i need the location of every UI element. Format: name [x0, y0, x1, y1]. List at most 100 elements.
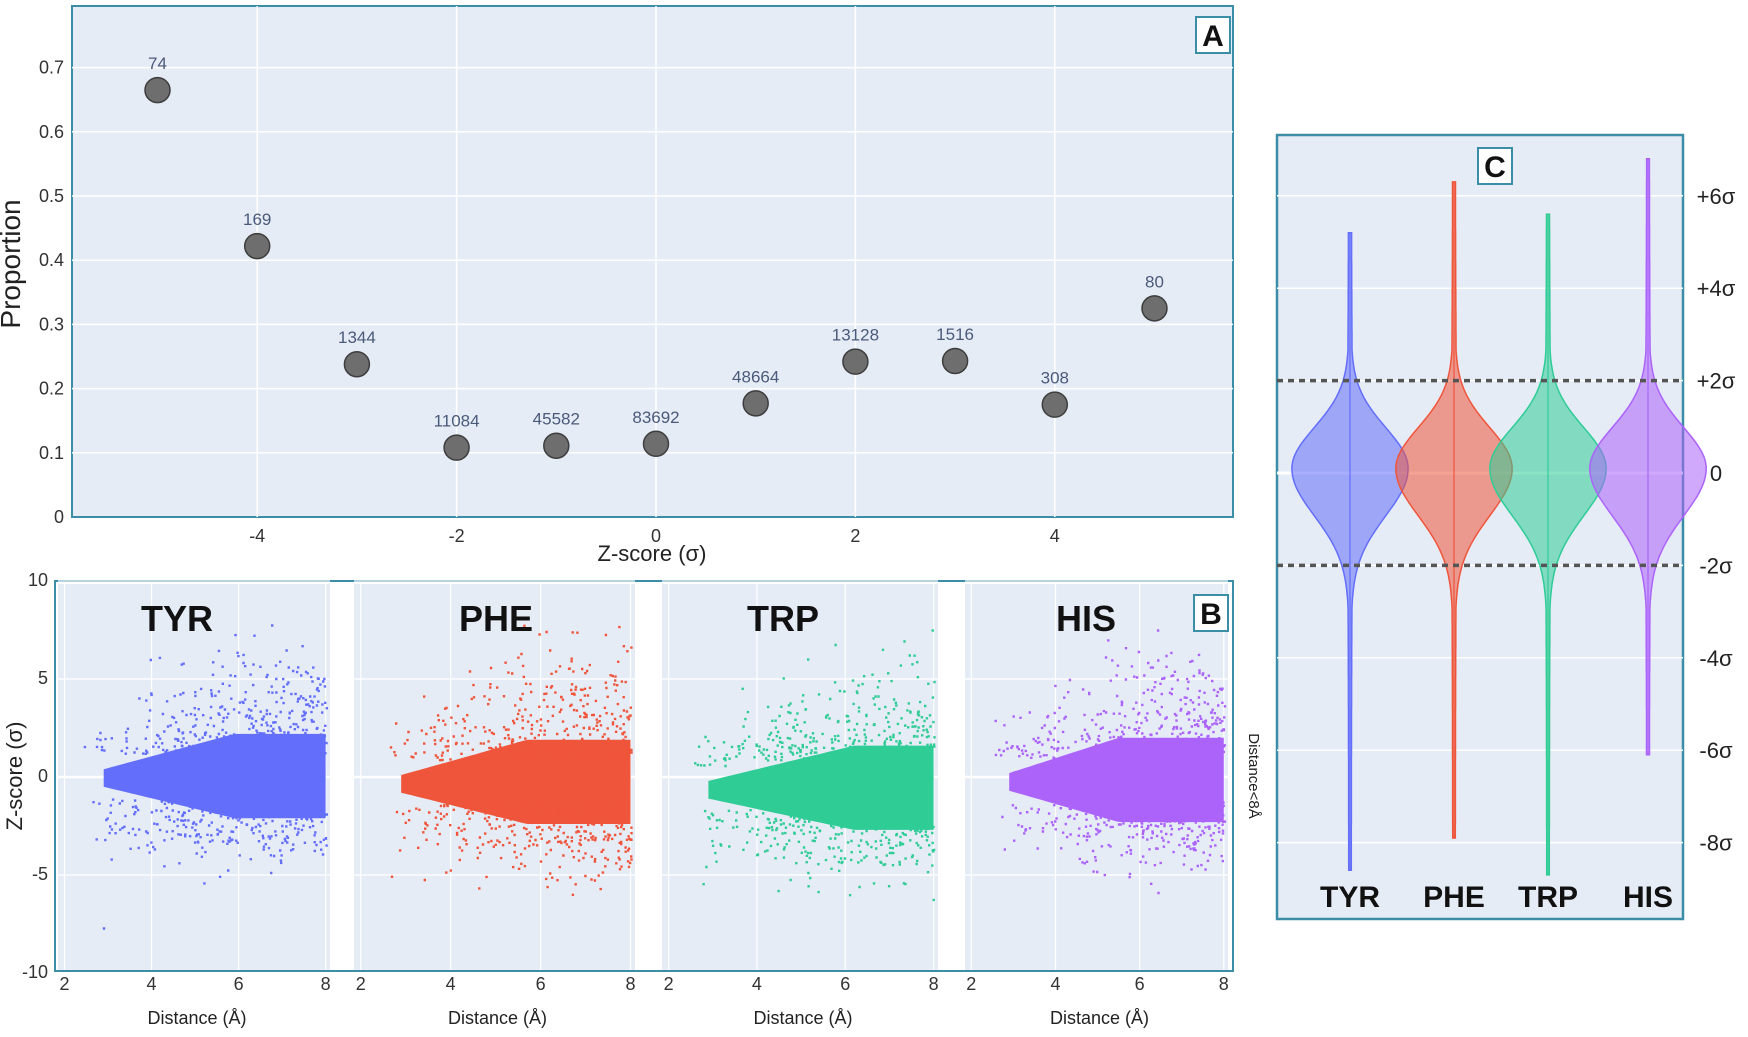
panel-a-y-tick-label: 0.4 — [39, 250, 64, 270]
panel-b-x-axis-title: Distance (Å) — [147, 1008, 246, 1028]
panel-c: +6σ +4σ +2σ 0 -2σ -4σ -6σ -8σ TYR PHE TRP HIS C — [1275, 133, 1736, 921]
panel-a-x-ticks: -4 -2 0 2 4 — [249, 526, 1060, 546]
panel-a: 0 0.1 0.2 0.3 0.4 0.5 0.6 0.7 -4 -2 0 2 4 74 169 1344… — [0, 5, 1234, 566]
panel-b-y-ticks: -10 -5 0 5 10 — [22, 570, 48, 982]
panel-b-subplots: 2 4 6 8 Distance (Å) TYR 2 4 6 8 Distance (Å) PHE 2 4… — [58, 580, 1229, 1028]
panel-b-x-tick-label: 2 — [356, 974, 366, 994]
panel-b-letter: B — [1200, 598, 1222, 631]
panel-c-category-label: HIS — [1623, 881, 1673, 914]
panel-b-x-tick-label: 4 — [446, 974, 456, 994]
panel-a-x-tick-label: 0 — [651, 526, 661, 546]
panel-a-point — [941, 347, 969, 375]
panel-b-y-tick-label: -5 — [32, 864, 48, 884]
panel-c-letter: C — [1484, 151, 1506, 184]
panel-b-residue-name: TRP — [747, 598, 819, 639]
panel-b-residue-name: PHE — [459, 598, 533, 639]
panel-b-x-tick-label: 8 — [1219, 974, 1229, 994]
panel-c-violin — [1395, 181, 1513, 839]
panel-b-x-tick-label: 2 — [60, 974, 70, 994]
panel-b-x-tick-label: 8 — [321, 974, 331, 994]
panel-a-point-label: 1344 — [338, 328, 376, 347]
panel-a-point-label: 48664 — [732, 367, 779, 386]
panel-a-point — [742, 390, 769, 417]
panel-b-x-tick-label: 2 — [966, 974, 976, 994]
panel-b-x-tick-label: 8 — [625, 974, 635, 994]
panel-c-violins — [1291, 158, 1707, 876]
panel-c-category-label: TRP — [1518, 881, 1578, 914]
panel-b-y-tick-label: 10 — [28, 570, 48, 590]
panel-a-x-tick-label: 4 — [1050, 526, 1060, 546]
panel-c-y-ticks: +6σ +4σ +2σ 0 -2σ -4σ -6σ -8σ — [1697, 184, 1736, 856]
panel-a-point — [343, 350, 371, 378]
panel-b-x-tick-label: 6 — [536, 974, 546, 994]
panel-a-y-tick-label: 0.1 — [39, 443, 64, 463]
panel-b-subplot: 2 4 6 8 Distance (Å) HIS — [965, 580, 1229, 1028]
panel-c-category-label: PHE — [1423, 881, 1485, 914]
panel-b: 2 4 6 8 Distance (Å) TYR 2 4 6 8 Distance (Å) PHE 2 4… — [2, 570, 1262, 1028]
panel-b-x-tick-label: 4 — [147, 974, 157, 994]
panel-c-threshold-lines — [1277, 378, 1683, 568]
panel-b-subplot: 2 4 6 8 Distance (Å) PHE — [354, 580, 636, 1028]
panel-c-violin — [1489, 213, 1607, 876]
panel-a-x-tick-label: -2 — [449, 526, 465, 546]
panel-a-point — [243, 232, 271, 260]
panel-a-point-label: 13128 — [832, 326, 879, 345]
panel-b-subplot: 2 4 6 8 Distance (Å) TRP — [662, 580, 939, 1028]
panel-a-points: 74 169 1344 11084 45582 83692 48664 13128 1516 30… — [144, 54, 1168, 461]
panel-a-point-label: 80 — [1145, 272, 1164, 291]
panel-c-violin — [1291, 232, 1409, 872]
panel-b-outlier-points — [694, 629, 936, 902]
panel-b-x-tick-label: 6 — [840, 974, 850, 994]
panel-b-x-axis-title: Distance (Å) — [753, 1008, 852, 1028]
panel-a-point — [443, 434, 470, 461]
panel-c-category-label: TYR — [1320, 881, 1380, 914]
panel-b-point-cloud — [401, 739, 631, 824]
panel-a-x-tick-label: 2 — [850, 526, 860, 546]
panel-a-letter: A — [1202, 20, 1224, 53]
panel-a-y-tick-label: 0.6 — [39, 122, 64, 142]
panel-a-point-label: 45582 — [533, 410, 580, 429]
panel-a-point — [842, 348, 869, 375]
panel-a-gridlines — [72, 6, 1233, 517]
panel-a-y-tick-label: 0 — [54, 507, 64, 527]
panel-c-violin — [1589, 158, 1707, 756]
panel-a-letter-box — [1195, 16, 1231, 54]
panel-a-point — [1041, 391, 1069, 418]
panel-a-point — [642, 430, 670, 458]
panel-b-residue-name: HIS — [1056, 598, 1116, 639]
panel-b-x-tick-label: 6 — [1135, 974, 1145, 994]
panel-a-y-tick-label: 0.5 — [39, 186, 64, 206]
panel-b-y-tick-label: 0 — [38, 766, 48, 786]
panel-c-y-tick-label: -8σ — [1699, 831, 1733, 856]
panel-b-subplot: 2 4 6 8 Distance (Å) TYR — [58, 580, 331, 1028]
panel-b-side-label: Distance<8Å — [1245, 733, 1262, 818]
panel-b-x-axis-title: Distance (Å) — [1050, 1008, 1149, 1028]
panel-c-category-labels: TYR PHE TRP HIS — [1320, 881, 1673, 914]
panel-c-y-tick-label: +4σ — [1697, 276, 1736, 301]
panel-a-point — [144, 76, 171, 104]
panel-c-y-tick-label: +6σ — [1697, 184, 1736, 209]
panel-b-residue-name: TYR — [141, 598, 213, 639]
panel-b-x-tick-label: 4 — [752, 974, 762, 994]
panel-b-point-cloud — [708, 745, 934, 830]
panel-b-y-tick-label: -10 — [22, 962, 48, 982]
panel-c-y-tick-label: -6σ — [1699, 738, 1733, 763]
panel-b-point-cloud — [1009, 737, 1224, 823]
panel-a-y-axis-title: Proportion — [0, 199, 26, 328]
panel-a-point-label: 74 — [148, 54, 167, 73]
panel-a-point-label: 169 — [243, 210, 271, 229]
panel-a-y-ticks: 0 0.1 0.2 0.3 0.4 0.5 0.6 0.7 — [39, 58, 64, 527]
panel-c-y-tick-label: +2σ — [1697, 369, 1736, 394]
panel-b-y-axis-title: Z-score (σ) — [2, 722, 27, 831]
panel-a-y-tick-label: 0.7 — [39, 58, 64, 78]
panel-a-point — [1141, 295, 1168, 322]
panel-c-y-tick-label: 0 — [1710, 461, 1722, 486]
panel-b-x-tick-label: 8 — [929, 974, 939, 994]
panel-a-point — [543, 432, 570, 459]
panel-c-y-tick-label: -4σ — [1699, 646, 1733, 671]
panel-a-x-tick-label: -4 — [249, 526, 265, 546]
panel-a-y-tick-label: 0.2 — [39, 379, 64, 399]
panel-b-x-axis-title: Distance (Å) — [448, 1008, 547, 1028]
panel-c-letter-box — [1477, 147, 1513, 185]
